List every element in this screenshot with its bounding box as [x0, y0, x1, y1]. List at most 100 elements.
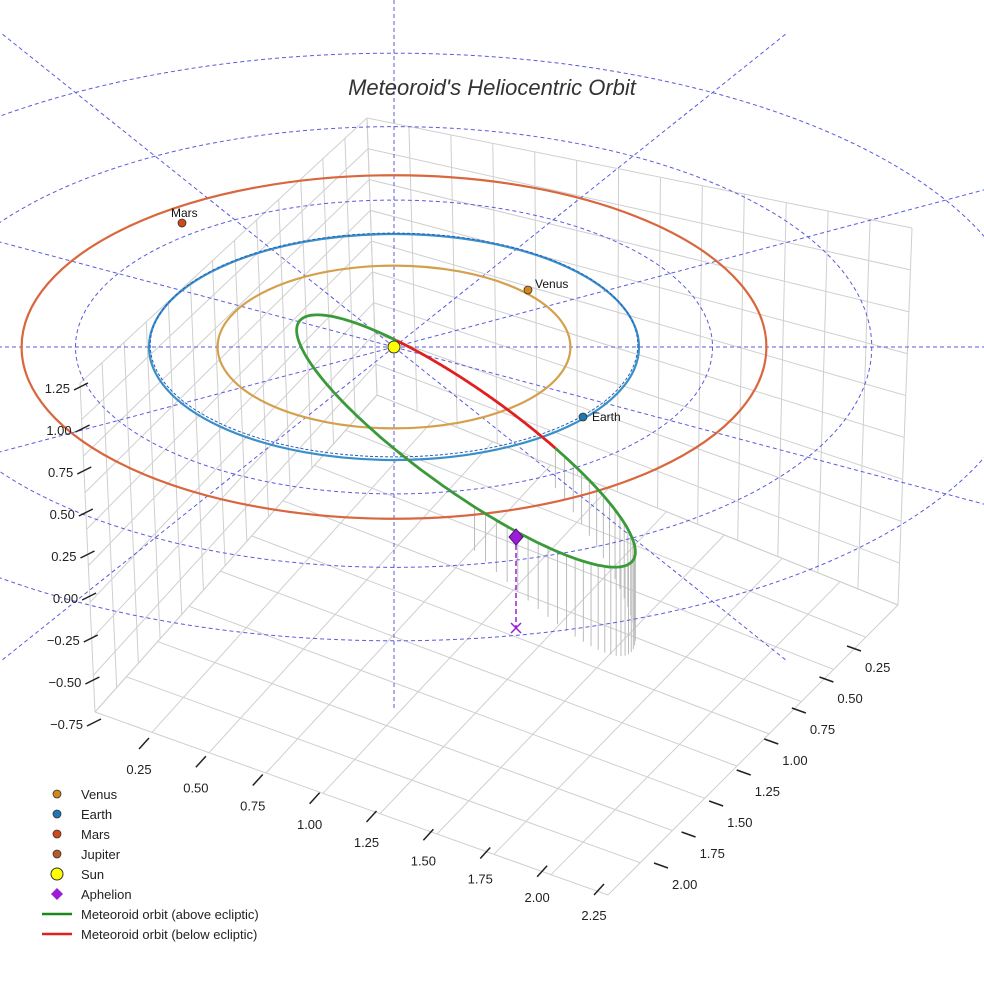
venus-orbit [216, 264, 572, 430]
y-tick-label: 2.00 [672, 877, 697, 892]
x-tick [252, 773, 264, 787]
x-tick-label: 0.75 [240, 799, 265, 814]
sun-marker [387, 340, 401, 354]
meteoroid-orbit [295, 313, 637, 569]
legend-item[interactable]: Meteoroid orbit (below ecliptic) [42, 927, 257, 942]
legend-label: Sun [81, 867, 104, 882]
z-tick [76, 466, 92, 475]
venus-marker [523, 285, 533, 295]
y-tick-label: 1.50 [727, 815, 752, 830]
planet-orbits [20, 174, 768, 520]
legend-diamond-marker [51, 888, 63, 900]
y-tick-label: 0.25 [865, 660, 890, 675]
z-tick [75, 424, 90, 433]
z-tick [86, 718, 102, 727]
aphelion-projection-mark [510, 622, 522, 634]
x-tick [309, 792, 321, 805]
legend-circle-marker [52, 829, 62, 839]
z-tick [73, 382, 89, 391]
axis-ticks: 1.25 1.00 0.75 0.50 0.25 0.00 −0.25 −0.50 −0.75 0… [45, 381, 891, 923]
z-tick [78, 508, 94, 517]
legend-label: Jupiter [81, 847, 121, 862]
z-tick-label: 0.00 [53, 591, 78, 606]
x-tick-label: 2.00 [524, 890, 549, 905]
x-tick [138, 737, 150, 750]
legend-item[interactable]: Meteoroid orbit (above ecliptic) [42, 907, 259, 922]
x-tick [536, 865, 548, 878]
z-tick-label: 0.50 [50, 507, 75, 522]
y-tick [791, 707, 807, 714]
y-tick-label: 1.75 [700, 846, 725, 861]
x-tick [365, 810, 378, 823]
z-tick-label: −0.25 [47, 633, 80, 648]
axis-grid [79, 117, 913, 896]
legend-sun-marker [50, 867, 64, 881]
z-tick-label: 0.25 [51, 549, 76, 564]
legend-label: Meteoroid orbit (above ecliptic) [81, 907, 259, 922]
ecliptic-spoke [393, 189, 984, 348]
legend-item[interactable]: Mars [52, 827, 110, 842]
y-tick [764, 738, 779, 745]
x-tick-label: 1.25 [354, 835, 379, 850]
legend-circle-marker [52, 789, 62, 799]
drop-lines [474, 448, 636, 657]
y-tick-label: 1.00 [782, 753, 807, 768]
legend-label: Mars [81, 827, 110, 842]
x-tick-label: 0.50 [183, 780, 208, 795]
y-tick [736, 769, 751, 776]
y-tick [846, 645, 862, 652]
ecliptic-spoke [0, 346, 395, 453]
legend-circle-marker [52, 849, 62, 859]
legend-label: Venus [81, 787, 118, 802]
ecliptic-grid [0, 0, 984, 709]
z-tick-label: 1.25 [45, 381, 70, 396]
y-tick-label: 1.25 [755, 784, 780, 799]
x-tick-label: 2.25 [581, 908, 606, 923]
x-tick-label: 1.50 [411, 853, 436, 868]
legend-label: Earth [81, 807, 112, 822]
legend-item[interactable]: Venus [52, 787, 118, 802]
meteoroid-orbit-above [295, 313, 637, 569]
chart-title: Meteoroid's Heliocentric Orbit [348, 75, 637, 100]
z-tick [80, 550, 95, 559]
legend-item[interactable]: Aphelion [51, 887, 132, 902]
legend-item[interactable]: Earth [52, 807, 112, 822]
x-tick [479, 846, 491, 860]
z-tick-label: −0.75 [50, 717, 83, 732]
z-tick [85, 676, 100, 685]
ecliptic-ring [0, 52, 984, 642]
x-tick [195, 755, 207, 768]
y-tick-label: 0.75 [810, 722, 835, 737]
x-tick-label: 1.75 [468, 872, 493, 887]
x-tick [593, 883, 605, 896]
mars-marker [177, 218, 187, 228]
legend: Venus Earth Mars Jupiter Sun Aphelion Meteoroi… [42, 787, 259, 942]
x-tick [422, 828, 434, 841]
earth-label: Earth [592, 410, 621, 424]
meteoroid-orbit-below [396, 339, 557, 450]
z-tick [83, 634, 99, 643]
z-tick-label: −0.50 [48, 675, 81, 690]
y-tick [653, 862, 669, 869]
legend-label: Meteoroid orbit (below ecliptic) [81, 927, 257, 942]
markers: Venus Earth Mars [171, 206, 621, 634]
y-tick [681, 831, 696, 838]
x-tick-label: 0.25 [126, 762, 151, 777]
z-tick-label: 0.75 [48, 465, 73, 480]
y-tick [708, 800, 724, 807]
legend-label: Aphelion [81, 887, 132, 902]
ecliptic-spoke [393, 346, 984, 505]
y-tick-label: 0.50 [837, 691, 862, 706]
ecliptic-spoke [0, 241, 395, 348]
aphelion-marker [508, 528, 524, 546]
legend-circle-marker [52, 809, 62, 819]
legend-item[interactable]: Jupiter [52, 847, 121, 862]
ecliptic-spoke [1, 33, 395, 348]
mars-label: Mars [171, 206, 198, 220]
z-tick [81, 592, 97, 601]
legend-item[interactable]: Sun [50, 867, 104, 882]
venus-label: Venus [535, 277, 568, 291]
mars-orbit [20, 174, 768, 520]
earth-orbit-trace [149, 232, 639, 458]
